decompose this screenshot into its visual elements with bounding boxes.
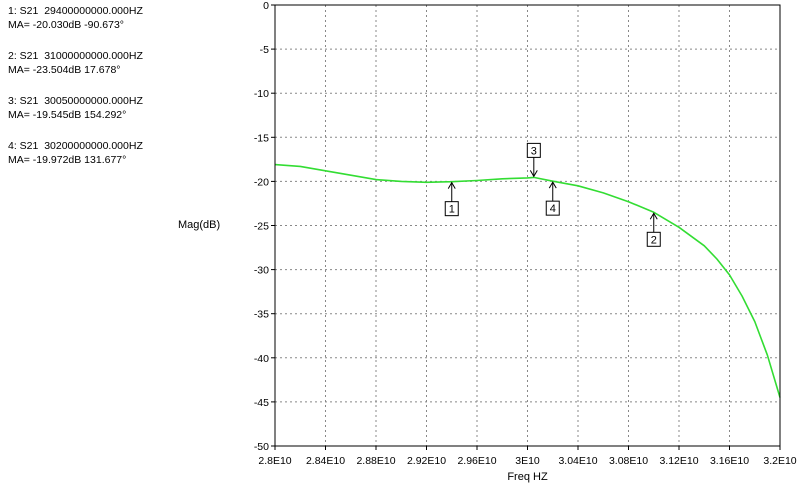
y-tick-label: -30	[254, 265, 269, 277]
x-tick-label: 3.04E10	[558, 455, 597, 467]
markers-layer: 1 2 3 4	[444, 142, 661, 247]
marker-label-3: 3	[531, 145, 537, 157]
marker-label-2: 2	[651, 234, 657, 246]
y-tick-label: -45	[254, 397, 269, 409]
marker-readout-2-freq: 2: S21 31000000000.000HZ	[8, 50, 143, 62]
y-axis-label: Mag(dB)	[178, 219, 221, 231]
marker-label-1: 1	[449, 204, 455, 216]
x-tick-label: 2.8E10	[258, 455, 291, 467]
y-tick-label: -50	[254, 441, 269, 453]
x-tick-label: 2.96E10	[457, 455, 496, 467]
y-tick-label: -40	[254, 353, 269, 365]
x-tick-label: 3.16E10	[710, 455, 749, 467]
x-axis-label: Freq HZ	[507, 471, 548, 483]
marker-2: 2	[646, 212, 661, 247]
y-tick-label: -35	[254, 309, 269, 321]
marker-readout-4-freq: 4: S21 30200000000.000HZ	[8, 140, 143, 152]
marker-readout-3-freq: 3: S21 30050000000.000HZ	[8, 95, 143, 107]
x-tick-label: 3.08E10	[609, 455, 648, 467]
plot-frame	[274, 4, 781, 447]
y-tick-label: -20	[254, 176, 269, 188]
x-tick-label: 2.92E10	[407, 455, 446, 467]
y-tick-label: -10	[254, 88, 269, 100]
x-tick-label: 3.12E10	[659, 455, 698, 467]
series-layer	[274, 163, 781, 398]
marker-readout-2-value: MA= -23.504dB 17.678°	[8, 64, 121, 76]
y-tick-label: -5	[260, 44, 269, 56]
marker-readout-3-value: MA= -19.545dB 154.292°	[8, 109, 127, 121]
marker-readout-1-freq: 1: S21 29400000000.000HZ	[8, 5, 143, 17]
marker-readout-4-value: MA= -19.972dB 131.677°	[8, 154, 127, 166]
marker-3: 3	[526, 142, 541, 178]
marker-label-4: 4	[550, 203, 556, 215]
marker-4: 4	[545, 181, 560, 216]
marker-1: 1	[444, 181, 459, 217]
grid-layer	[275, 5, 780, 446]
y-tick-label: -25	[254, 221, 269, 233]
marker-readout-1-value: MA= -20.030dB -90.673°	[8, 19, 124, 31]
series-line-1	[274, 163, 781, 398]
x-tick-label: 2.84E10	[306, 455, 345, 467]
marker-readout-2: 2: S21 31000000000.000HZ MA= -23.504dB 1…	[8, 49, 248, 77]
marker-readout-4: 4: S21 30200000000.000HZ MA= -19.972dB 1…	[8, 139, 248, 167]
marker-readout-3: 3: S21 30050000000.000HZ MA= -19.545dB 1…	[8, 94, 248, 122]
x-tick-label: 3.2E10	[763, 455, 796, 467]
x-tick-label: 3E10	[515, 455, 540, 467]
y-tick-label: 0	[263, 0, 269, 12]
ticks-layer: 2.8E10 2.84E10 2.88E10 2.92E10 2.96E10 3E10 3.…	[254, 0, 797, 467]
x-tick-label: 2.88E10	[356, 455, 395, 467]
marker-readout-panel: 1: S21 29400000000.000HZ MA= -20.030dB -…	[8, 4, 248, 184]
y-tick-label: -15	[254, 132, 269, 144]
marker-readout-1: 1: S21 29400000000.000HZ MA= -20.030dB -…	[8, 4, 248, 32]
